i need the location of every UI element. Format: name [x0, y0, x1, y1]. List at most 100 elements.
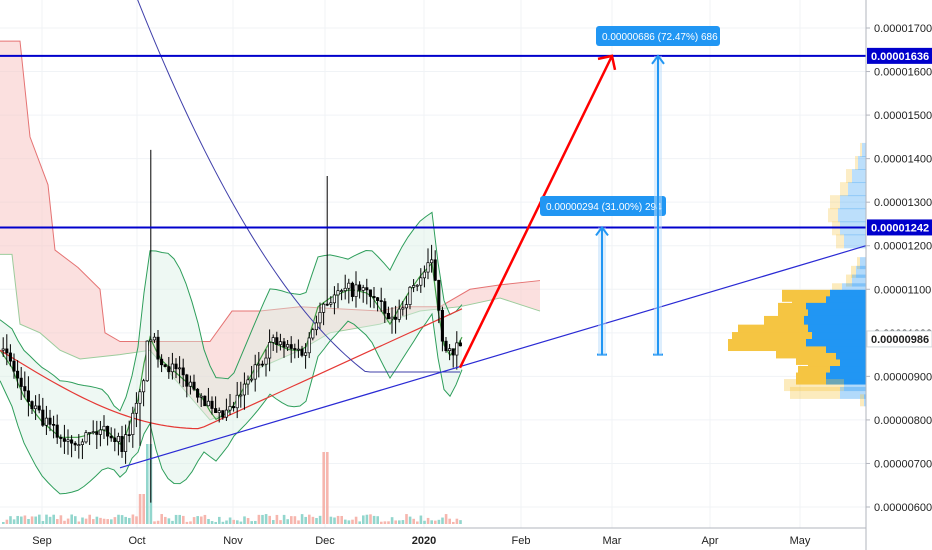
candle — [455, 331, 459, 370]
candle-body — [228, 406, 232, 411]
volume-bar — [153, 521, 156, 524]
cloud-edge-top — [0, 40, 541, 343]
candle-body — [1, 348, 5, 351]
volume-bar — [27, 519, 30, 524]
vp-bar-down — [830, 195, 840, 210]
candle — [167, 357, 171, 379]
candle-body — [289, 344, 293, 349]
candle — [239, 381, 243, 408]
current-price-label: 0.00000986 — [871, 334, 929, 346]
volume-bar — [117, 514, 120, 524]
vp-bar-down — [836, 234, 844, 249]
volume-bar — [189, 521, 192, 524]
candle — [358, 281, 362, 299]
candle — [394, 305, 398, 334]
price-axis: 0.00001700 0.00001600 0.00001500 0.00001400… — [865, 0, 932, 550]
volume-bar — [290, 516, 293, 524]
volume-bar — [286, 519, 289, 524]
candle — [55, 414, 59, 444]
volume-bar — [376, 516, 379, 524]
price-tick-label: 0.00001100 — [874, 284, 931, 296]
candle — [347, 278, 351, 304]
volume-bar — [146, 444, 149, 524]
volume-bar — [56, 519, 59, 524]
candle-body — [325, 303, 329, 306]
candle — [368, 289, 372, 308]
candle — [206, 387, 210, 407]
target-arrowhead — [651, 54, 665, 65]
candle-body — [430, 259, 434, 264]
candle — [271, 334, 275, 352]
candle — [152, 332, 156, 343]
candle — [336, 283, 340, 309]
candle-body — [120, 436, 124, 452]
candle — [314, 315, 318, 336]
volume-bar — [185, 521, 189, 524]
volume-bar — [387, 521, 390, 524]
candle-body — [91, 431, 95, 434]
candle — [300, 345, 304, 358]
time-tick-label: 2020 — [412, 535, 436, 547]
candle-body — [433, 259, 437, 281]
candle-body — [62, 438, 66, 442]
candle-body — [379, 300, 383, 302]
volume-bar — [92, 519, 95, 524]
candles — [1, 149, 462, 503]
target-arrowhead — [595, 225, 609, 237]
candle — [250, 365, 254, 383]
candle — [98, 420, 102, 447]
candle — [354, 271, 358, 308]
candle-body — [408, 286, 412, 305]
candle — [440, 306, 444, 352]
candle — [372, 287, 376, 309]
projection-arrowhead — [597, 54, 617, 71]
candle — [379, 287, 383, 312]
candle-body — [260, 363, 264, 366]
candle — [451, 348, 455, 368]
candle-body — [142, 380, 146, 393]
candle-body — [113, 437, 117, 443]
candle — [192, 374, 196, 392]
candle-body — [77, 444, 81, 446]
candle-body — [95, 431, 99, 435]
candle-body — [246, 379, 250, 385]
candle — [232, 401, 236, 412]
volume-bar — [221, 521, 225, 524]
volume-bar — [326, 452, 329, 524]
candle — [181, 358, 185, 388]
vp-bar-up — [862, 142, 866, 157]
time-tick-label: Sep — [32, 535, 52, 547]
price-tick-label: 0.00001700 — [874, 23, 932, 35]
vp-bar-up — [840, 195, 866, 210]
candle-body — [52, 424, 56, 426]
candle-body — [329, 302, 333, 305]
candle — [8, 344, 12, 367]
volume-bar — [441, 517, 444, 524]
candle-body — [199, 395, 203, 398]
candle — [196, 388, 200, 403]
candle-body — [196, 388, 200, 398]
vp-bar-down — [860, 394, 864, 407]
candle-body — [394, 316, 398, 320]
candle — [185, 373, 189, 398]
volume-bar — [120, 515, 124, 524]
candle — [311, 327, 315, 341]
candle — [235, 381, 239, 419]
vp-bar-up — [838, 208, 866, 223]
candle — [260, 360, 264, 368]
candle — [174, 358, 178, 379]
candle-body — [307, 337, 311, 354]
candle-body — [404, 304, 408, 309]
candle-body — [350, 282, 354, 297]
vp-bar-down — [846, 274, 852, 287]
candle — [5, 334, 9, 366]
candle — [422, 265, 426, 288]
candle — [419, 268, 423, 293]
candle-body — [210, 400, 214, 409]
candle-body — [440, 309, 444, 342]
volume-bar — [311, 516, 315, 524]
volume-bar — [297, 520, 300, 524]
candle — [228, 394, 232, 415]
volume-bar — [293, 516, 297, 524]
volume-bar — [20, 516, 23, 524]
